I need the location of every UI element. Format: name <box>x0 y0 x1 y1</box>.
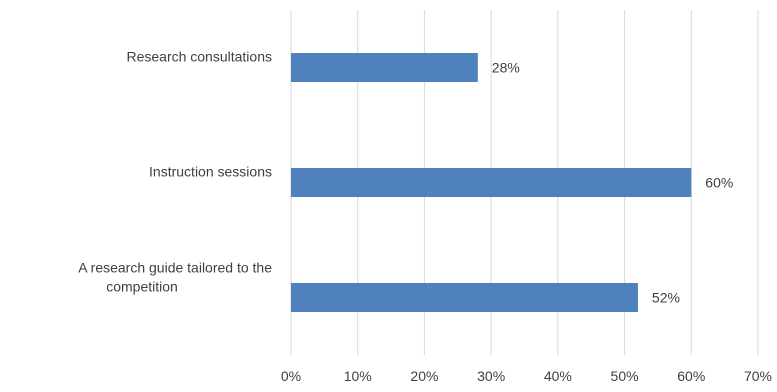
category-label: Research consultations <box>126 49 272 65</box>
category-label: Instruction sessions <box>149 164 272 180</box>
x-tick-label: 60% <box>677 368 705 384</box>
category-label: A research guide tailored to the <box>78 260 272 276</box>
data-label: 60% <box>705 175 733 191</box>
bar-1 <box>291 168 692 197</box>
bar-2 <box>291 283 638 312</box>
data-label: 28% <box>492 60 520 76</box>
x-tick-label: 40% <box>544 368 572 384</box>
x-tick-label: 30% <box>477 368 505 384</box>
x-tick-label: 20% <box>410 368 438 384</box>
x-tick-label: 50% <box>611 368 639 384</box>
category-label: competition <box>106 279 178 295</box>
x-tick-label: 10% <box>344 368 372 384</box>
bar-0 <box>291 53 478 82</box>
x-tick-label: 0% <box>281 368 301 384</box>
data-label: 52% <box>652 290 680 306</box>
x-tick-label: 70% <box>744 368 772 384</box>
